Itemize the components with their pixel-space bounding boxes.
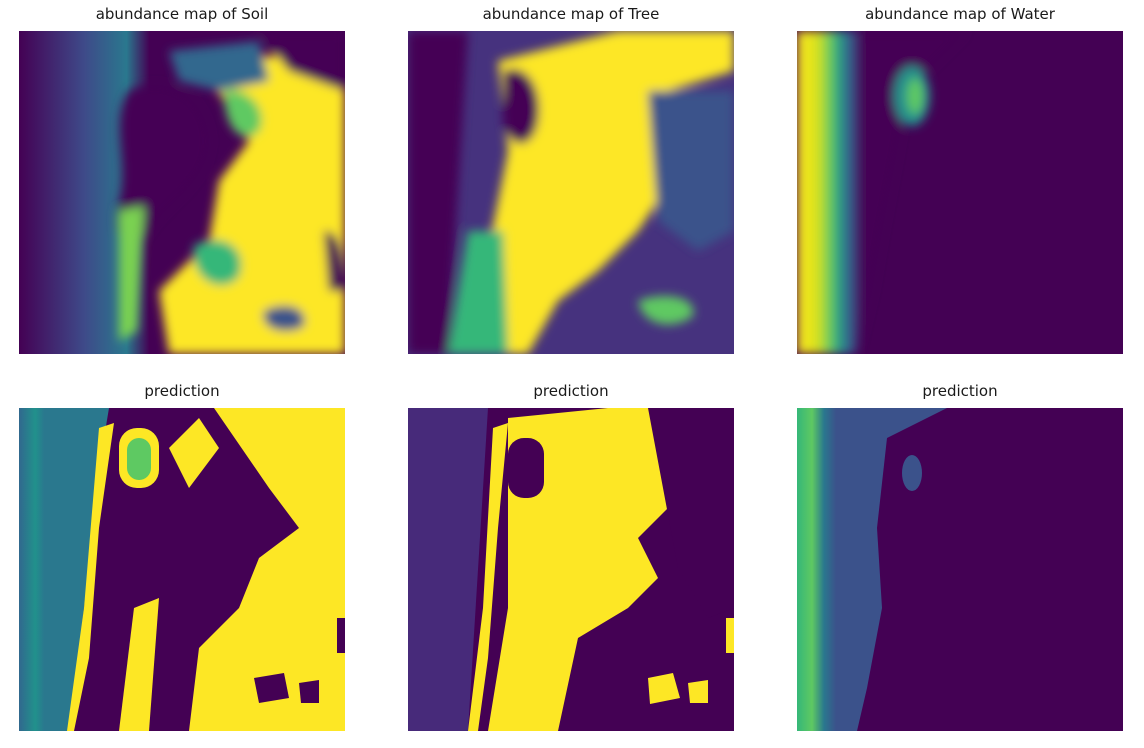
panel-title: abundance map of Soil [19,4,345,24]
abundance-map-tree-image [408,31,734,354]
panel-title: prediction [408,381,734,401]
abundance-map-soil-panel: abundance map of Soil [19,31,345,354]
abundance-map-soil-image [19,31,345,354]
panel-title: prediction [19,381,345,401]
abundance-map-tree-panel: abundance map of Tree [408,31,734,354]
prediction-soil-panel: prediction [19,408,345,731]
prediction-water-image [797,408,1123,731]
abundance-map-water-image [797,31,1123,354]
panel-title: abundance map of Water [797,4,1123,24]
prediction-water-panel: prediction [797,408,1123,731]
prediction-soil-image [19,408,345,731]
abundance-map-water-panel: abundance map of Water [797,31,1123,354]
prediction-tree-image [408,408,734,731]
panel-title: prediction [797,381,1123,401]
prediction-tree-panel: prediction [408,408,734,731]
panel-title: abundance map of Tree [408,4,734,24]
